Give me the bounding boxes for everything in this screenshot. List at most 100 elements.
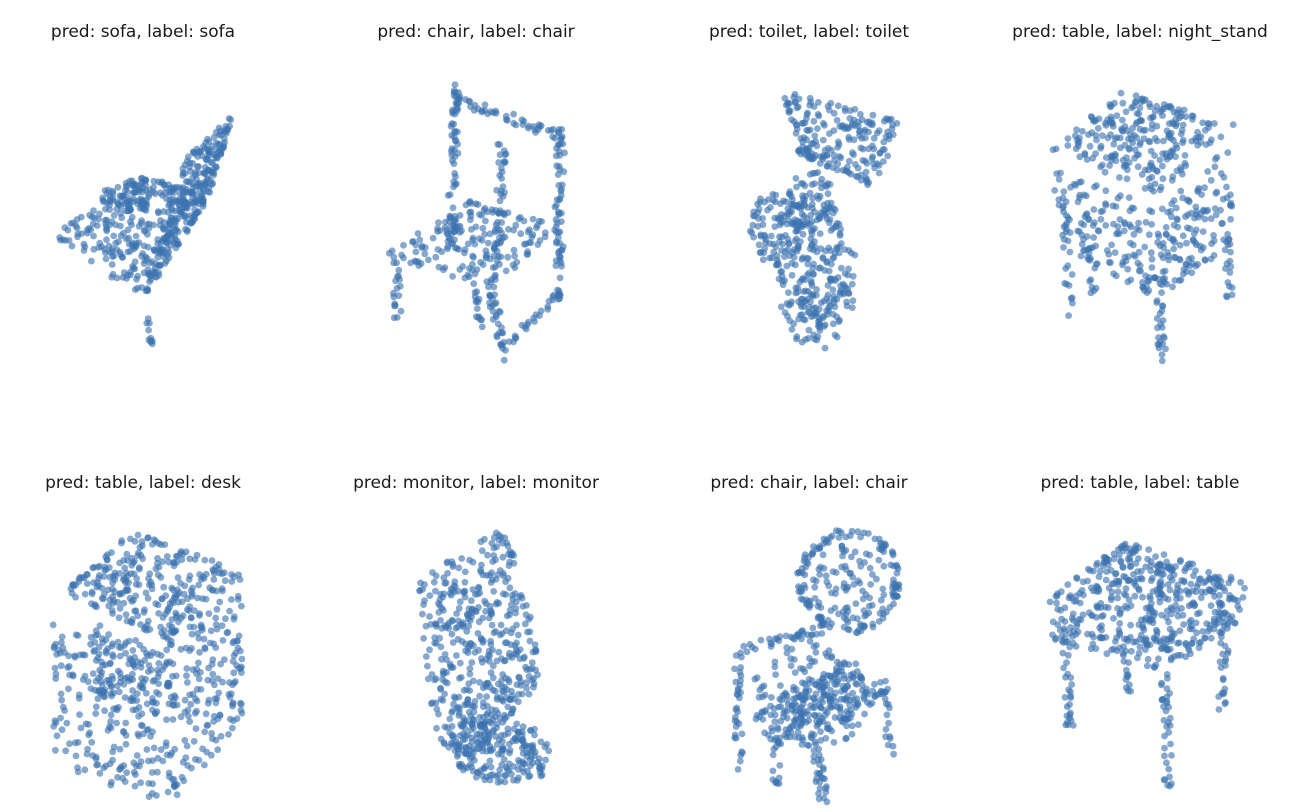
point [125, 660, 133, 668]
point [94, 695, 102, 703]
point [1110, 140, 1118, 148]
point [1131, 154, 1138, 162]
point [131, 189, 139, 197]
point [179, 192, 187, 200]
point [549, 296, 557, 304]
point [1223, 194, 1231, 202]
point [879, 585, 887, 593]
point [1161, 776, 1169, 784]
point [807, 291, 815, 299]
point [226, 607, 234, 615]
point [124, 248, 132, 256]
point [732, 723, 740, 730]
point [1211, 205, 1219, 213]
point [822, 247, 829, 255]
point [882, 700, 890, 708]
point [114, 774, 121, 781]
point [441, 622, 449, 629]
point [551, 203, 559, 211]
point [1063, 659, 1070, 666]
point [455, 617, 462, 625]
point [160, 181, 168, 189]
point [841, 107, 849, 115]
point [738, 748, 745, 756]
point [1221, 700, 1229, 708]
point [517, 681, 525, 689]
point [136, 683, 144, 690]
point [126, 655, 133, 662]
point [505, 225, 512, 233]
point [1150, 663, 1158, 670]
point [1146, 138, 1154, 146]
point [174, 574, 182, 582]
point [493, 331, 501, 339]
point [846, 697, 854, 704]
point [144, 594, 152, 602]
point [142, 176, 150, 184]
point [105, 631, 112, 638]
point [829, 320, 837, 328]
point [449, 108, 457, 115]
point [1066, 701, 1073, 708]
point [1217, 664, 1225, 671]
point [1140, 626, 1148, 634]
point [1064, 721, 1072, 729]
point [1099, 207, 1107, 215]
point [785, 240, 793, 248]
point [797, 713, 805, 721]
point [1083, 210, 1091, 218]
point [1173, 120, 1180, 128]
point [132, 637, 140, 644]
point [844, 625, 852, 633]
point [1174, 216, 1181, 224]
point [449, 273, 456, 280]
point [862, 168, 870, 176]
point [1171, 253, 1178, 261]
point [1165, 765, 1173, 773]
point [1107, 596, 1115, 604]
point [456, 598, 464, 606]
point [137, 219, 145, 227]
point [867, 581, 875, 588]
point [210, 576, 218, 583]
point [512, 121, 520, 129]
point [461, 593, 469, 601]
point [138, 252, 146, 260]
point [462, 744, 470, 751]
point [131, 782, 139, 790]
point [225, 115, 233, 122]
point [797, 722, 804, 730]
point [557, 259, 565, 267]
subplot-3: pred: toilet, label: toilet [659, 22, 959, 352]
point [852, 600, 860, 607]
point [1203, 620, 1211, 627]
point [1217, 600, 1225, 607]
point [1226, 269, 1234, 276]
point [875, 618, 883, 625]
point [460, 714, 467, 722]
point [1228, 291, 1236, 299]
point [877, 596, 885, 604]
point [774, 259, 782, 267]
point [512, 221, 520, 229]
point [553, 239, 560, 247]
point [113, 246, 121, 254]
point [183, 157, 191, 165]
point [493, 773, 500, 780]
point [1117, 134, 1124, 142]
point [834, 160, 842, 168]
point [811, 658, 819, 665]
point [152, 600, 160, 608]
point [810, 576, 817, 584]
point [817, 604, 825, 611]
subplot-1: pred: sofa, label: sofa [0, 22, 293, 352]
point [149, 337, 156, 345]
point [848, 553, 855, 561]
point [807, 733, 815, 740]
point [816, 316, 824, 324]
point [432, 620, 440, 628]
point [501, 657, 508, 665]
point [168, 641, 176, 649]
point [865, 609, 873, 617]
point [832, 585, 840, 593]
